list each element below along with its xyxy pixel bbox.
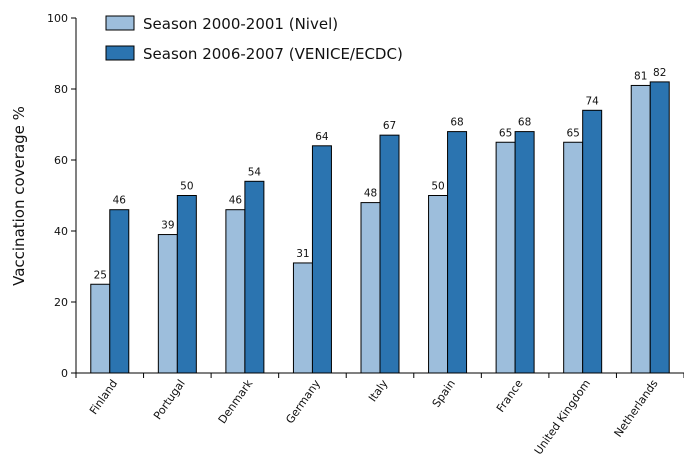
data-labels: 25 46 39 50 46 54 31 64 48 67 50 68 65 68 65 74 81 82	[94, 67, 667, 281]
bar	[447, 131, 468, 374]
data-label: 25	[94, 269, 107, 281]
data-label: 39	[161, 220, 174, 232]
y-tick-label: 40	[54, 225, 68, 238]
data-label: 65	[499, 127, 512, 139]
data-label: 81	[634, 70, 647, 82]
category-labels: Finland Portugal Denmark Germany Italy Spain F…	[87, 377, 661, 457]
bar	[292, 262, 313, 374]
bar	[563, 141, 584, 374]
bar	[582, 109, 603, 374]
bar	[109, 209, 130, 374]
category-label: France	[494, 377, 526, 415]
bars	[90, 81, 670, 374]
y-tick-label: 0	[61, 367, 68, 380]
data-label: 46	[229, 195, 243, 207]
bar	[225, 209, 246, 374]
bar	[379, 134, 400, 374]
bar	[176, 195, 197, 374]
bar	[311, 145, 332, 374]
bar	[157, 234, 178, 374]
bar	[495, 141, 516, 374]
legend-swatch	[105, 45, 135, 61]
y-tick-label: 60	[54, 154, 68, 167]
legend: Season 2000-2001 (Nivel) Season 2006-2007…	[105, 15, 403, 63]
category-label: Netherlands	[612, 377, 661, 440]
data-label: 31	[296, 248, 309, 260]
data-label: 64	[315, 131, 329, 143]
data-label: 67	[383, 120, 396, 132]
y-tick-label: 80	[54, 83, 68, 96]
y-tick-label: 100	[47, 12, 68, 25]
data-label: 68	[450, 117, 463, 129]
category-label: Denmark	[216, 377, 256, 426]
category-label: Portugal	[151, 377, 188, 422]
data-label: 82	[653, 67, 666, 79]
data-label: 50	[180, 181, 193, 193]
data-label: 50	[431, 181, 444, 193]
bar	[428, 195, 449, 374]
category-label: United Kingdom	[532, 377, 593, 457]
bar	[244, 180, 265, 374]
bar	[649, 81, 670, 374]
bar	[630, 84, 651, 374]
category-label: Spain	[430, 377, 458, 410]
data-label: 65	[566, 127, 579, 139]
y-tick-label: 20	[54, 296, 68, 309]
legend-swatch	[105, 15, 135, 31]
y-axis-title: Vaccination coverage %	[10, 106, 28, 286]
legend-label: Season 2000-2001 (Nivel)	[143, 15, 338, 33]
data-label: 68	[518, 117, 531, 129]
bar	[90, 283, 111, 374]
legend-label: Season 2006-2007 (VENICE/ECDC)	[143, 45, 403, 63]
category-label: Italy	[366, 377, 391, 404]
data-label: 46	[113, 195, 127, 207]
bar	[360, 202, 381, 374]
category-label: Finland	[87, 377, 120, 417]
category-label: Germany	[283, 377, 323, 426]
data-label: 74	[585, 95, 599, 107]
bar	[514, 131, 535, 374]
data-label: 54	[248, 166, 262, 178]
data-label: 48	[364, 188, 377, 200]
